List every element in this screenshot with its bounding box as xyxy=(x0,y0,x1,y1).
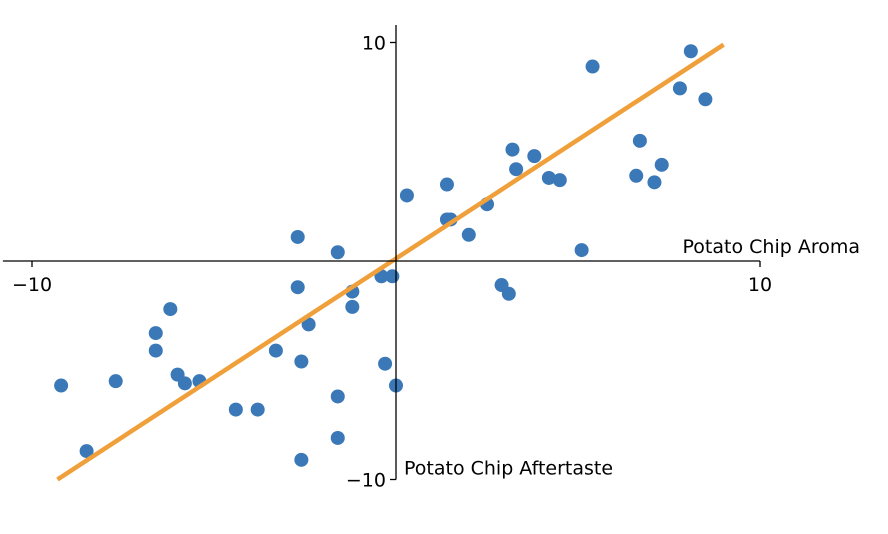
scatter-point xyxy=(163,302,178,317)
scatter-point xyxy=(552,173,567,188)
regression-line xyxy=(56,42,725,482)
scatter-point xyxy=(290,229,305,244)
scatter-point xyxy=(290,280,305,295)
scatter-point xyxy=(585,59,600,74)
scatter-point xyxy=(399,188,414,203)
x-tick-label: 10 xyxy=(748,274,772,296)
scatter-point xyxy=(385,269,400,284)
scatter-point xyxy=(177,376,192,391)
scatter-point xyxy=(654,157,669,172)
scatter-point xyxy=(509,162,524,177)
scatter-point xyxy=(439,177,454,192)
scatter-point xyxy=(632,133,647,148)
scatter-point xyxy=(301,317,316,332)
scatter-point xyxy=(672,81,687,96)
scatter-point xyxy=(294,452,309,467)
scatter-point xyxy=(698,92,713,107)
scatter-point xyxy=(79,444,94,459)
scatter-point xyxy=(330,430,345,445)
scatter-point xyxy=(54,378,69,393)
y-axis-label: Potato Chip Aftertaste xyxy=(404,458,613,480)
axis-ticks: −10 10 −10 10 xyxy=(12,33,772,492)
y-tick-label: 10 xyxy=(362,33,386,55)
scatter-point xyxy=(330,245,345,260)
scatter-point xyxy=(345,299,360,314)
scatter-point xyxy=(330,389,345,404)
scatter-point xyxy=(228,402,243,417)
scatter-point xyxy=(574,243,589,258)
y-tick-label: −10 xyxy=(346,470,386,492)
scatter-point xyxy=(505,142,520,157)
scatter-point xyxy=(250,402,265,417)
scatter-point xyxy=(527,149,542,164)
scatter-point xyxy=(294,354,309,369)
scatter-point xyxy=(378,356,393,371)
scatter-point xyxy=(501,286,516,301)
x-tick-label: −10 xyxy=(12,274,52,296)
scatter-point xyxy=(683,44,698,59)
scatter-points xyxy=(54,44,713,467)
scatter-point xyxy=(461,227,476,242)
scatter-point xyxy=(647,175,662,190)
scatter-point xyxy=(148,326,163,341)
scatter-point xyxy=(629,168,644,183)
scatter-point xyxy=(541,170,556,185)
scatter-point xyxy=(108,374,123,389)
x-axis-label: Potato Chip Aroma xyxy=(683,236,860,258)
scatter-point xyxy=(148,343,163,358)
scatter-point xyxy=(268,343,283,358)
